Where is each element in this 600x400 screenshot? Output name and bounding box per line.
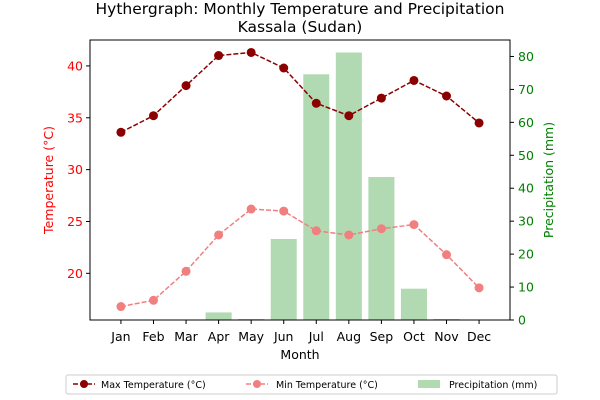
max-temperature-point-jun — [279, 63, 289, 73]
x-tick-label-apr: Apr — [208, 329, 230, 344]
x-tick-label-feb: Feb — [142, 329, 164, 344]
min-temperature-point-may — [246, 204, 256, 214]
max-temperature-point-sep — [376, 93, 386, 103]
legend-item-min-temperature: Min Temperature (°C) — [246, 380, 378, 391]
min-temperature-point-jan — [116, 302, 126, 312]
max-temperature-point-aug — [344, 111, 354, 121]
x-tick-label-jun: Jun — [273, 329, 294, 344]
legend-label-max-temperature: Max Temperature (°C) — [101, 380, 206, 391]
min-temperature-point-mar — [181, 266, 191, 276]
x-tick-label-aug: Aug — [337, 329, 361, 344]
y-right-tick-label-0: 0 — [518, 313, 526, 328]
legend-marker-max-temperature — [80, 380, 88, 388]
y-left-tick-label-40: 40 — [67, 58, 83, 73]
max-temperature-point-may — [246, 47, 256, 57]
legend-item-precipitation: Precipitation (mm) — [418, 380, 537, 391]
min-temperature-point-sep — [376, 224, 386, 234]
precipitation-bars — [205, 52, 460, 321]
y-right-tick-label-10: 10 — [518, 280, 534, 295]
min-temperature-point-aug — [344, 230, 354, 240]
x-axis-title: Month — [280, 347, 319, 362]
x-tick-label-nov: Nov — [434, 329, 459, 344]
chart-title-line-2: Kassala (Sudan) — [238, 18, 363, 36]
x-tick-label-jan: Jan — [110, 329, 130, 344]
precip-bar-jun — [270, 238, 297, 320]
min-temperature-point-jul — [311, 226, 321, 236]
max-temperature-line — [120, 51, 480, 133]
y-right-tick-label-40: 40 — [518, 181, 534, 196]
x-tick-label-may: May — [238, 329, 264, 344]
min-temperature-point-nov — [442, 250, 452, 260]
max-temperature-point-jul — [311, 98, 321, 108]
min-temperature-point-feb — [148, 295, 158, 305]
x-tick-label-jul: Jul — [308, 329, 324, 344]
chart-title-line-1: Hythergraph: Monthly Temperature and Pre… — [96, 0, 505, 18]
temperature-lines — [116, 47, 484, 312]
y-axis-left-title: Temperature (°C) — [41, 126, 56, 235]
x-tick-label-dec: Dec — [467, 329, 491, 344]
max-temperature-point-mar — [181, 81, 191, 91]
y-right-tick-label-70: 70 — [518, 82, 534, 97]
legend: Max Temperature (°C) Min Temperature (°C… — [65, 374, 558, 395]
legend-swatch-precipitation — [418, 380, 440, 388]
x-tick-label-sep: Sep — [370, 329, 394, 344]
y-axis-right-title: Precipitation (mm) — [541, 122, 556, 238]
y-left-tick-label-30: 30 — [67, 162, 83, 177]
min-temperature-point-apr — [214, 230, 224, 240]
min-temperature-point-dec — [474, 283, 484, 293]
plot-frame — [89, 39, 511, 321]
max-temperature-point-apr — [214, 51, 224, 61]
max-temperature-point-jan — [116, 127, 126, 137]
y-right-tick-label-60: 60 — [518, 115, 534, 130]
y-left-tick-label-35: 35 — [67, 110, 83, 125]
y-right-tick-label-20: 20 — [518, 247, 534, 262]
x-tick-label-mar: Mar — [174, 329, 198, 344]
min-temperature-line — [120, 208, 480, 308]
precip-bar-aug — [335, 52, 362, 321]
min-temperature-point-oct — [409, 220, 419, 230]
y-axis-left: 20 25 30 35 40 — [67, 58, 90, 281]
y-right-tick-label-30: 30 — [518, 214, 534, 229]
max-temperature-point-oct — [409, 75, 419, 85]
precip-bar-apr — [205, 312, 232, 320]
max-temperature-point-feb — [148, 111, 158, 121]
legend-label-min-temperature: Min Temperature (°C) — [276, 380, 378, 391]
min-temperature-point-jun — [279, 206, 289, 216]
y-left-tick-label-25: 25 — [67, 214, 83, 229]
max-temperature-point-dec — [474, 118, 484, 128]
y-right-tick-label-80: 80 — [518, 49, 534, 64]
y-right-tick-label-50: 50 — [518, 148, 534, 163]
x-tick-label-oct: Oct — [403, 329, 425, 344]
legend-frame — [65, 374, 558, 395]
legend-marker-min-temperature — [253, 380, 261, 388]
precip-bar-jul — [303, 74, 330, 320]
precip-bar-sep — [368, 177, 395, 320]
precip-bar-oct — [400, 288, 427, 320]
y-left-tick-label-20: 20 — [67, 266, 83, 281]
max-temperature-point-nov — [442, 91, 452, 101]
x-axis: Jan Feb Mar Apr May Jun Jul Aug Sep Oct Nov Dec — [110, 320, 491, 344]
legend-item-max-temperature: Max Temperature (°C) — [73, 380, 206, 391]
y-axis-right: 0 10 20 30 40 50 60 70 80 — [510, 49, 534, 328]
legend-label-precipitation: Precipitation (mm) — [449, 380, 537, 391]
